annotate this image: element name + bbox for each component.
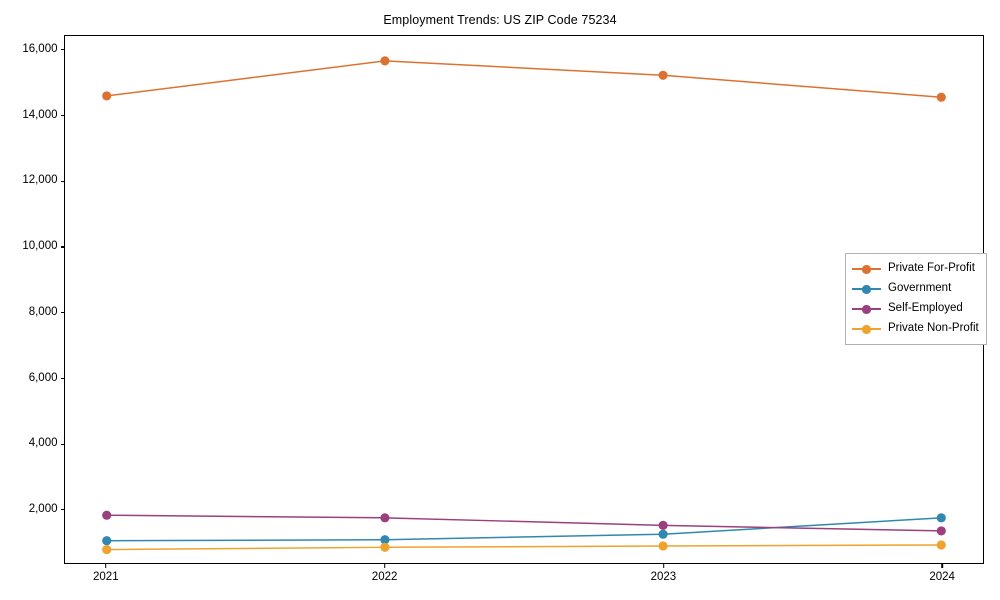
y-axis-tick-label: 8,000 xyxy=(28,305,58,318)
x-axis-tick-label: 2022 xyxy=(371,570,398,583)
series-self-employed xyxy=(102,510,946,536)
data-point xyxy=(102,510,112,520)
data-point xyxy=(936,92,946,102)
series-private-non-profit xyxy=(102,540,946,555)
data-point xyxy=(102,544,112,555)
y-axis-tick-mark xyxy=(60,509,64,511)
x-axis-tick: 2022 xyxy=(371,564,398,583)
series-line xyxy=(105,517,943,542)
data-point xyxy=(102,536,112,546)
plot-area xyxy=(64,35,984,564)
data-point xyxy=(380,535,390,545)
legend-marker-icon xyxy=(852,263,881,275)
chart-title: Employment Trends: US ZIP Code 75234 xyxy=(383,13,617,27)
data-point xyxy=(380,513,390,523)
y-axis-tick-label: 14,000 xyxy=(22,108,58,121)
legend-label: Private For-Profit xyxy=(888,262,975,275)
data-point xyxy=(936,526,946,536)
x-axis-tick: 2024 xyxy=(929,564,955,583)
x-axis-tick: 2023 xyxy=(650,564,677,583)
data-point xyxy=(380,542,390,552)
data-point xyxy=(658,520,668,530)
legend-item[interactable]: Government xyxy=(852,279,979,299)
legend-label: Government xyxy=(888,282,952,295)
legend-item[interactable]: Self-Employed xyxy=(852,299,979,319)
legend-label: Self-Employed xyxy=(888,302,963,315)
data-point xyxy=(658,70,668,80)
y-axis-tick-label: 2,000 xyxy=(28,503,58,516)
x-axis-tick-mark xyxy=(384,564,386,568)
data-point xyxy=(658,529,668,539)
legend-item[interactable]: Private Non-Profit xyxy=(852,319,979,339)
x-axis-tick-mark xyxy=(662,564,664,568)
legend-marker-icon xyxy=(852,283,881,295)
x-axis: 2021 2022 2023 2024 xyxy=(64,564,984,600)
series-line xyxy=(105,514,943,532)
x-axis-tick: 2021 xyxy=(93,564,119,583)
series-private-for-profit xyxy=(102,56,946,102)
x-axis-tick-label: 2023 xyxy=(650,570,677,583)
y-axis-tick-mark xyxy=(60,377,64,379)
y-axis-tick-mark xyxy=(60,115,64,117)
line-series-canvas xyxy=(102,56,946,555)
y-axis-tick-label: 10,000 xyxy=(22,240,58,253)
chart-legend[interactable]: Private For-Profit Government Self-Employe… xyxy=(845,253,987,345)
y-axis-tick-mark xyxy=(60,49,64,51)
x-axis-tick-label: 2024 xyxy=(929,570,955,583)
legend-label: Private Non-Profit xyxy=(888,322,979,335)
series-line xyxy=(105,544,943,551)
x-axis-tick-mark xyxy=(941,564,943,568)
y-axis-tick-label: 12,000 xyxy=(22,174,58,187)
x-axis-tick-mark xyxy=(105,564,107,568)
y-axis-tick-label: 4,000 xyxy=(28,437,58,450)
legend-marker-icon xyxy=(852,303,881,315)
data-point xyxy=(380,56,390,66)
legend-marker-icon xyxy=(852,323,881,335)
y-axis-tick-mark xyxy=(60,246,64,248)
x-axis-tick-label: 2021 xyxy=(93,570,119,583)
series-government xyxy=(102,513,946,546)
y-axis: 2,000 4,000 6,000 8,000 10,000 12,000 14,000 16… xyxy=(0,35,64,564)
data-point xyxy=(658,541,668,551)
data-point xyxy=(102,91,112,101)
legend-item[interactable]: Private For-Profit xyxy=(852,259,979,279)
y-axis-tick-label: 16,000 xyxy=(22,43,58,56)
y-axis-tick-mark xyxy=(60,443,64,445)
data-point xyxy=(936,540,946,550)
y-axis-tick-label: 6,000 xyxy=(28,371,58,384)
y-axis-tick-mark xyxy=(60,180,64,182)
series-line xyxy=(105,60,943,98)
y-axis-tick-mark xyxy=(60,312,64,314)
data-point xyxy=(936,513,946,523)
